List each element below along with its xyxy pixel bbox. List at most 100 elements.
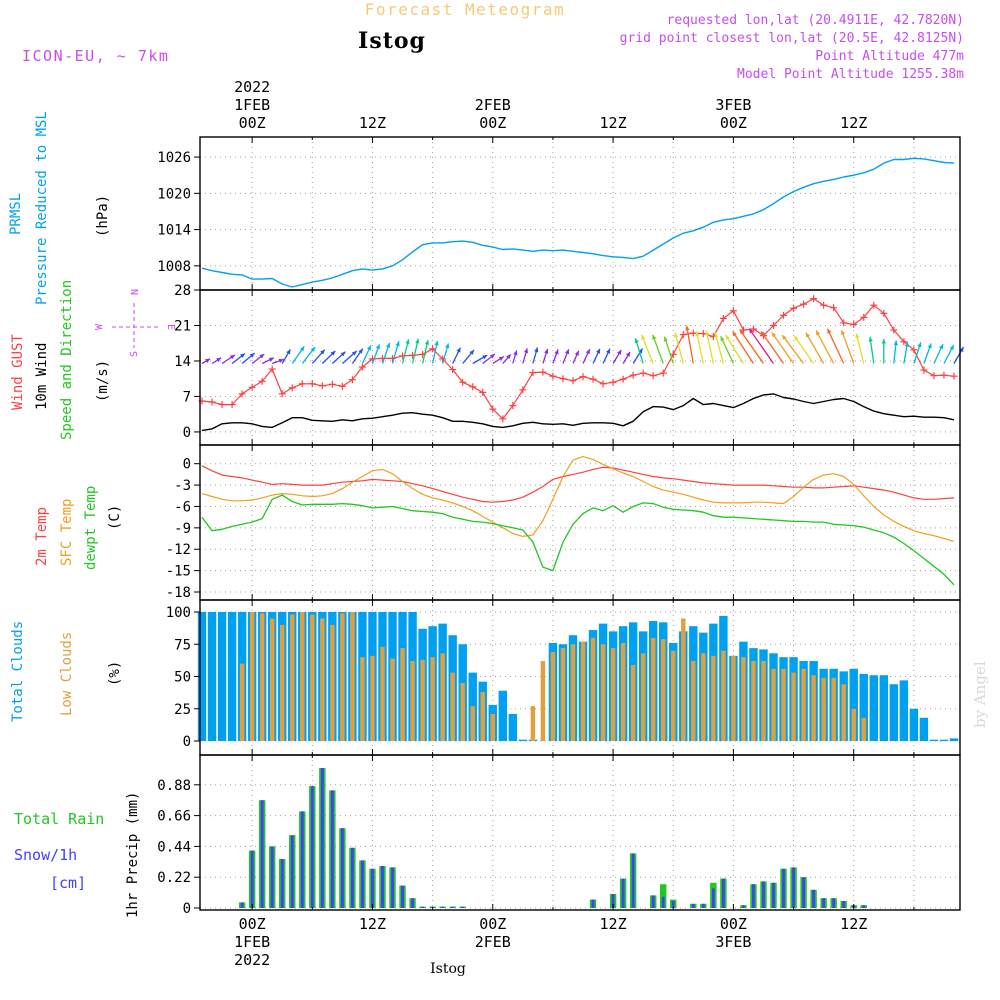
wind-arrow bbox=[805, 332, 825, 364]
precip-ytick-label: 0.22 bbox=[157, 870, 191, 886]
snow-bar bbox=[441, 906, 445, 908]
snow-bar bbox=[621, 878, 625, 908]
snow-bar bbox=[822, 898, 826, 908]
snow-bar bbox=[421, 906, 424, 908]
wind-arrow bbox=[685, 325, 694, 364]
low-clouds-bar bbox=[550, 651, 556, 741]
low-clouds-bar bbox=[771, 668, 776, 741]
wind-arrow bbox=[781, 334, 805, 364]
wind-arrow-head bbox=[841, 330, 846, 336]
wind-arrow-head bbox=[445, 343, 450, 349]
bottom-time-label: 12Z bbox=[600, 915, 627, 933]
wind-arrow-head bbox=[939, 344, 944, 350]
total-clouds-bar bbox=[929, 739, 939, 741]
wind-arrow-head bbox=[714, 332, 719, 338]
clouds-label-low: Low Clouds bbox=[59, 632, 75, 716]
total-clouds-bar bbox=[508, 713, 518, 741]
snow-bar bbox=[391, 867, 394, 908]
wind-arrow-head bbox=[498, 356, 504, 361]
temp-ytick-label: -15 bbox=[166, 564, 191, 580]
low-clouds-bar bbox=[751, 661, 756, 741]
top-time-label: 2FEB bbox=[475, 96, 511, 114]
wind-arrow bbox=[748, 328, 775, 364]
wind-arrow-head bbox=[739, 329, 744, 335]
wind-arrow-head bbox=[720, 336, 725, 342]
wind-arrow-head bbox=[904, 342, 909, 347]
snow-bar bbox=[300, 811, 304, 908]
bottom-time-label: 00Z bbox=[720, 915, 747, 933]
low-clouds-bar bbox=[259, 613, 265, 741]
wind-arrow-head bbox=[415, 338, 420, 344]
watermark: by Angel bbox=[971, 661, 989, 728]
compass-north: N bbox=[128, 289, 139, 295]
wind-arrow-head bbox=[216, 357, 222, 363]
low-clouds-bar bbox=[630, 664, 636, 741]
total-clouds-bar bbox=[197, 612, 207, 741]
snow-bar bbox=[752, 884, 755, 908]
low-clouds-bar bbox=[791, 672, 796, 741]
bottom-time-label: 2022 bbox=[234, 951, 270, 969]
wind-arrow bbox=[652, 334, 664, 364]
clouds-label-total: Total Clouds bbox=[10, 621, 26, 722]
temp-ytick-label: -12 bbox=[166, 542, 191, 558]
precip-label-unit-cm: [cm] bbox=[50, 874, 86, 892]
bottom-time-label: 12Z bbox=[359, 915, 386, 933]
wind-arrow-head bbox=[544, 348, 549, 354]
snow-bar bbox=[691, 903, 695, 908]
total-clouds-bar bbox=[949, 738, 959, 741]
wind-arrow bbox=[771, 332, 795, 364]
clouds-unit: (%) bbox=[107, 661, 123, 686]
wind-ytick-label: 21 bbox=[174, 318, 191, 334]
low-clouds-bar bbox=[650, 637, 656, 741]
wind-arrow-head bbox=[606, 348, 611, 354]
wind-arrow-head bbox=[638, 348, 643, 354]
pressure-panel-labels: PRMSL Pressure Reduced to MSL (hPa) bbox=[8, 111, 111, 305]
wind-arrow bbox=[732, 330, 755, 364]
bottom-time-label: 3FEB bbox=[715, 933, 751, 951]
wind-arrow bbox=[663, 336, 674, 364]
wind-arrow-head bbox=[310, 347, 316, 352]
wind-arrow-head bbox=[705, 330, 710, 336]
temp-sfc-line bbox=[201, 456, 955, 542]
precip-panel-labels: Total Rain Snow/1h [cm] 1hr Precip (mm) bbox=[14, 792, 141, 918]
snow-bar bbox=[461, 906, 465, 908]
low-clouds-bar bbox=[570, 644, 576, 741]
wind-arrow-head bbox=[469, 349, 475, 355]
low-clouds-bar bbox=[851, 708, 856, 741]
low-clouds-bar bbox=[701, 653, 706, 741]
compass-west: W bbox=[94, 323, 105, 330]
wind-arrow-head bbox=[513, 350, 518, 356]
clouds-ytick-label: 75 bbox=[174, 637, 191, 653]
wind-arrow-head bbox=[794, 335, 799, 341]
snow-bar bbox=[651, 895, 655, 908]
wind-arrow bbox=[705, 330, 714, 364]
wind-arrow bbox=[739, 329, 765, 364]
wind-arrow-head bbox=[320, 349, 325, 355]
snow-bar bbox=[310, 786, 314, 908]
snow-bar bbox=[721, 878, 725, 908]
temp-label-sfc: SFC Temp bbox=[59, 499, 75, 566]
low-clouds-bar bbox=[671, 650, 676, 741]
snow-bar bbox=[270, 846, 274, 908]
wind-arrow-head bbox=[805, 332, 810, 338]
low-clouds-bar bbox=[360, 657, 365, 741]
snow-bar bbox=[330, 790, 334, 908]
low-clouds-bar bbox=[711, 655, 716, 741]
total-clouds-bar bbox=[909, 708, 919, 741]
wind-arrow bbox=[714, 332, 725, 364]
wind-arrow-head bbox=[893, 340, 898, 346]
low-clouds-bar bbox=[480, 691, 485, 741]
low-clouds-bar bbox=[731, 655, 736, 741]
wind-arrow bbox=[720, 335, 734, 364]
total-clouds-bar bbox=[217, 612, 227, 741]
wind-arrow-head bbox=[268, 357, 274, 362]
snow-bar bbox=[340, 828, 344, 908]
model-name: ICON-EU, ~ 7km bbox=[22, 47, 169, 65]
snow-bar bbox=[240, 902, 244, 908]
snow-bar bbox=[280, 859, 284, 908]
total-clouds-bar bbox=[227, 612, 237, 741]
snow-bar bbox=[611, 894, 615, 908]
wind-arrow-head bbox=[732, 331, 737, 337]
top-time-label: 00Z bbox=[720, 114, 747, 132]
wind-arrow-head bbox=[395, 341, 400, 347]
